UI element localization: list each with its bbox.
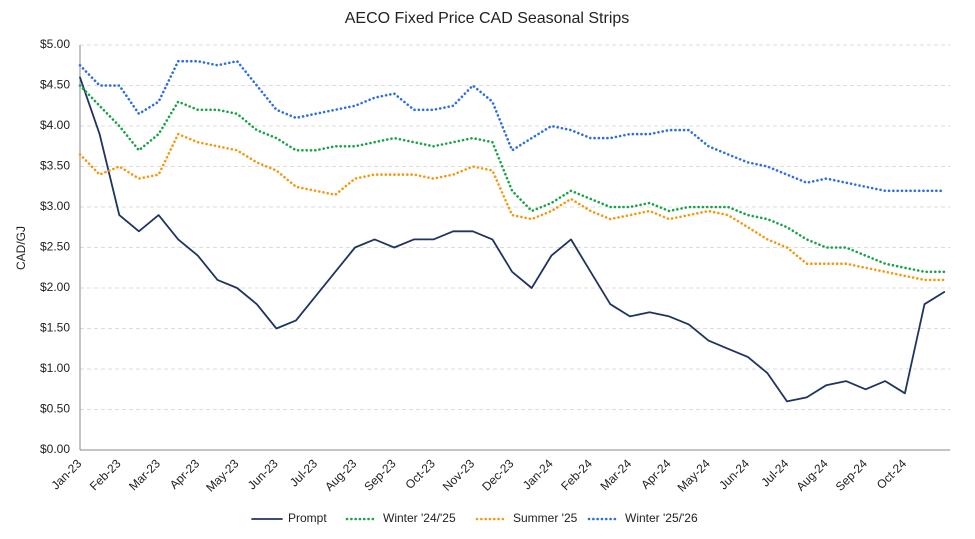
x-tick-label: May-23 [203, 456, 241, 494]
x-tick-label: Jul-24 [758, 456, 791, 489]
x-tick-label: Jun-24 [716, 456, 752, 492]
y-tick-label: $4.50 [40, 78, 70, 92]
y-tick-label: $2.50 [40, 240, 70, 254]
x-tick-label: May-24 [675, 456, 713, 494]
legend: Prompt Winter '24/'25 Summer '25 Winter '25… [251, 511, 698, 525]
y-tick-label: $0.50 [40, 402, 70, 416]
x-tick-label: Sep-23 [361, 456, 398, 493]
x-tick-label: Aug-23 [322, 456, 359, 493]
x-tick-label: Mar-24 [598, 456, 635, 493]
legend-label: Winter '24/'25 [383, 511, 456, 525]
y-axis-label: CAD/GJ [14, 226, 28, 270]
legend-label: Winter '25/'26 [625, 511, 698, 525]
x-tick-label: Nov-23 [440, 456, 477, 493]
x-tick-label: Feb-24 [558, 456, 595, 493]
x-tick-label: Aug-24 [793, 456, 830, 493]
y-tick-label: $3.00 [40, 199, 70, 213]
chart-title: AECO Fixed Price CAD Seasonal Strips [345, 10, 630, 27]
line-series [78, 84, 946, 274]
x-tick-label: Jan-24 [520, 456, 556, 492]
y-tick-label: $1.00 [40, 361, 70, 375]
x-tick-label: Apr-24 [638, 456, 674, 492]
x-tick-label: Jul-23 [287, 456, 320, 489]
line-series [78, 132, 946, 282]
line-series [78, 59, 946, 193]
x-tick-label: Feb-23 [87, 456, 124, 493]
y-tick-label: $1.50 [40, 321, 70, 335]
x-tick-label: Sep-24 [833, 456, 870, 493]
y-tick-label: $4.00 [40, 118, 70, 132]
legend-label: Prompt [288, 511, 327, 525]
x-tick-label: Dec-23 [479, 456, 516, 493]
y-tick-label: $3.50 [40, 159, 70, 173]
y-tick-label: $0.00 [40, 442, 70, 456]
y-tick-label: $5.00 [40, 37, 70, 51]
x-tick-label: Jan-23 [49, 456, 85, 492]
y-tick-label: $2.00 [40, 280, 70, 294]
line-series [79, 76, 946, 403]
x-tick-label: Mar-23 [126, 456, 163, 493]
x-tick-label: Oct-23 [403, 456, 439, 492]
x-tick-label: Oct-24 [874, 456, 910, 492]
x-tick-label: Jun-23 [245, 456, 281, 492]
legend-label: Summer '25 [513, 511, 578, 525]
x-tick-label: Apr-23 [167, 456, 203, 492]
